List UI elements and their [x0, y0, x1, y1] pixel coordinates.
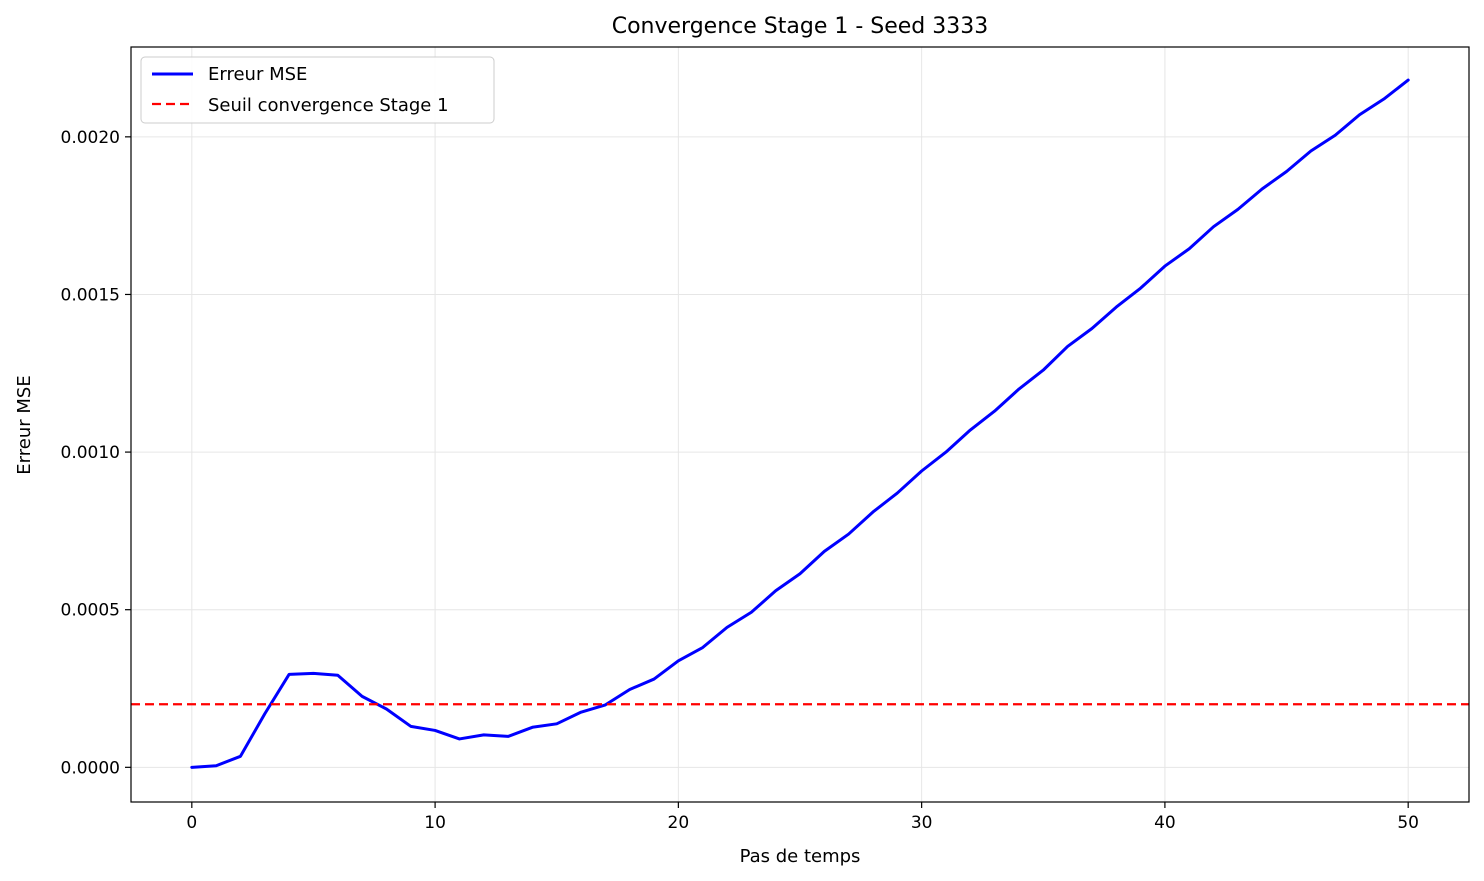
series-layer — [131, 78, 1469, 769]
x-tick-label: 10 — [424, 813, 446, 833]
legend-label-threshold: Seuil convergence Stage 1 — [208, 95, 449, 116]
x-tick-label: 0 — [186, 813, 197, 833]
y-tick-label: 0.0000 — [61, 758, 120, 778]
x-tick-label: 20 — [668, 813, 690, 833]
y-tick-label: 0.0015 — [61, 285, 120, 305]
plot-frame — [130, 46, 1470, 803]
legend-box — [140, 56, 495, 124]
y-tick-label: 0.0020 — [61, 128, 120, 148]
y-axis-label: Erreur MSE — [14, 375, 35, 474]
ticks: 0 10 20 30 40 50 0.0000 0.0005 0.0010 0.0015 0.002… — [61, 128, 1419, 833]
grid — [131, 47, 1469, 802]
legend: Erreur MSE Seuil convergence Stage 1 — [140, 56, 495, 124]
mse-series-line — [190, 78, 1410, 769]
y-tick-label: 0.0010 — [61, 443, 120, 463]
x-tick-label: 40 — [1154, 813, 1176, 833]
legend-label-mse: Erreur MSE — [208, 64, 307, 85]
x-tick-label: 50 — [1397, 813, 1419, 833]
chart-title: Convergence Stage 1 - Seed 3333 — [612, 14, 989, 39]
x-axis-label: Pas de temps — [740, 846, 861, 867]
x-tick-label: 30 — [911, 813, 933, 833]
y-tick-label: 0.0005 — [61, 601, 120, 621]
